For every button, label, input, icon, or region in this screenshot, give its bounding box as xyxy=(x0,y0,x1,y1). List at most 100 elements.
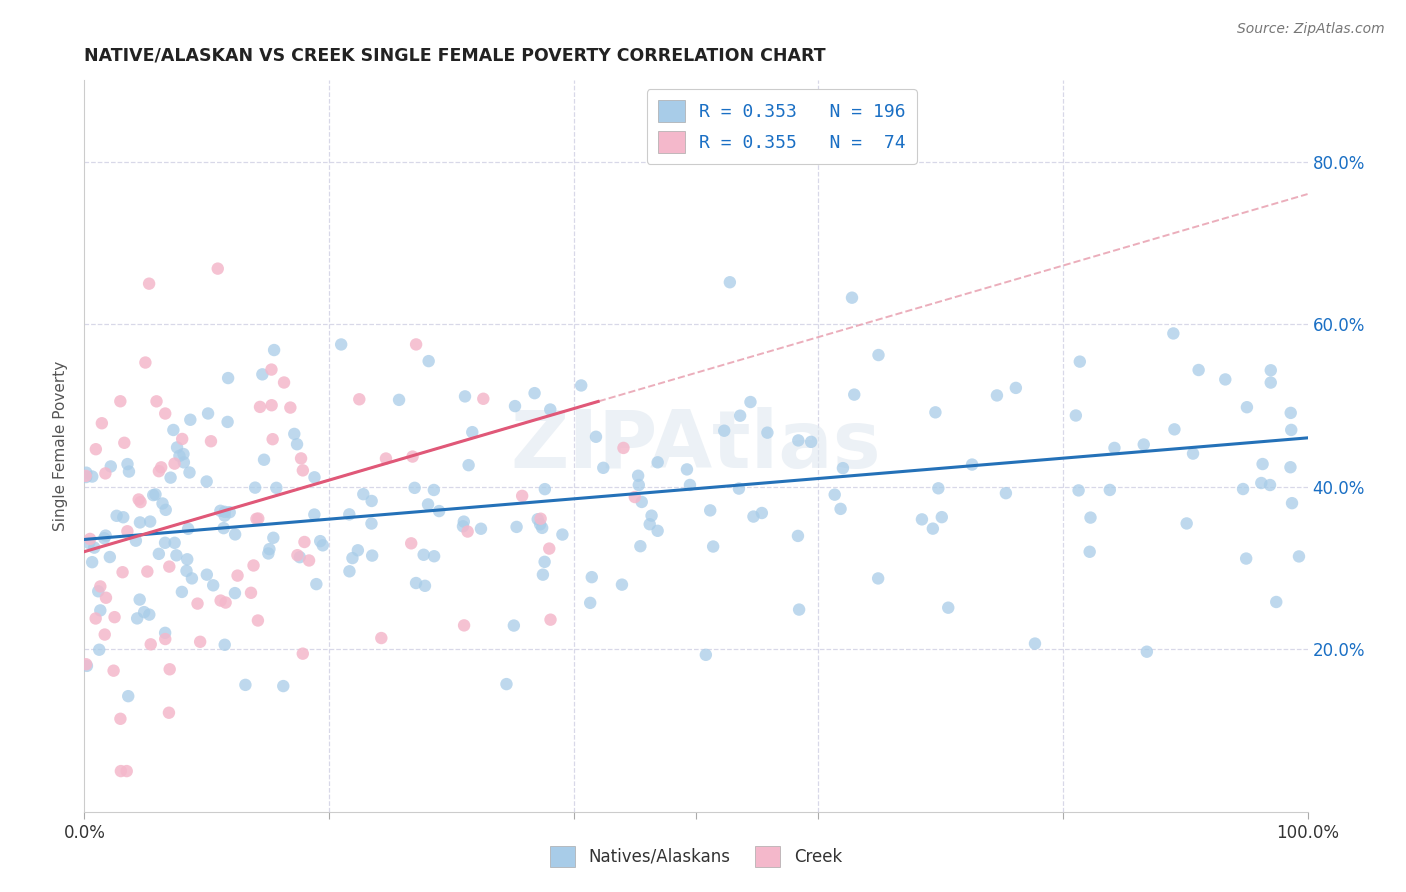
Creek xyxy=(103,664,125,678)
Natives/Alaskans xyxy=(252,368,274,382)
Natives/Alaskans xyxy=(1080,510,1102,524)
Natives/Alaskans xyxy=(569,378,592,392)
Creek xyxy=(249,400,271,414)
Natives/Alaskans xyxy=(1163,422,1185,436)
Natives/Alaskans xyxy=(304,508,326,522)
Natives/Alaskans xyxy=(76,658,98,673)
Natives/Alaskans xyxy=(647,455,669,469)
Creek xyxy=(79,532,101,546)
Creek xyxy=(145,394,167,409)
Natives/Alaskans xyxy=(960,458,983,472)
Natives/Alaskans xyxy=(713,424,735,438)
Natives/Alaskans xyxy=(1250,475,1272,490)
Natives/Alaskans xyxy=(502,618,524,632)
Natives/Alaskans xyxy=(1067,483,1090,498)
Natives/Alaskans xyxy=(214,638,236,652)
Natives/Alaskans xyxy=(503,399,526,413)
Creek xyxy=(472,392,495,406)
Natives/Alaskans xyxy=(212,521,235,535)
Natives/Alaskans xyxy=(1213,372,1236,386)
Natives/Alaskans xyxy=(1234,551,1257,566)
Natives/Alaskans xyxy=(82,555,104,569)
Natives/Alaskans xyxy=(579,596,602,610)
Natives/Alaskans xyxy=(1279,460,1302,475)
Natives/Alaskans xyxy=(638,517,661,532)
Natives/Alaskans xyxy=(117,689,139,703)
Creek xyxy=(242,558,264,573)
Natives/Alaskans xyxy=(342,551,364,566)
Natives/Alaskans xyxy=(337,508,360,522)
Natives/Alaskans xyxy=(162,423,184,437)
Natives/Alaskans xyxy=(100,459,122,474)
Creek xyxy=(90,416,112,430)
Natives/Alaskans xyxy=(352,487,374,501)
Creek xyxy=(139,637,162,651)
Natives/Alaskans xyxy=(405,576,427,591)
Creek xyxy=(612,441,634,455)
Natives/Alaskans xyxy=(868,348,890,362)
Natives/Alaskans xyxy=(718,275,741,289)
Natives/Alaskans xyxy=(285,437,308,451)
Natives/Alaskans xyxy=(263,343,285,357)
Natives/Alaskans xyxy=(129,516,152,530)
Natives/Alaskans xyxy=(832,461,855,475)
Natives/Alaskans xyxy=(454,389,477,403)
Natives/Alaskans xyxy=(1279,406,1302,420)
Natives/Alaskans xyxy=(931,510,953,524)
Natives/Alaskans xyxy=(1104,441,1126,455)
Natives/Alaskans xyxy=(416,497,439,511)
Natives/Alaskans xyxy=(627,468,650,483)
Legend: Natives/Alaskans, Creek: Natives/Alaskans, Creek xyxy=(540,836,852,877)
Natives/Alaskans xyxy=(647,524,669,538)
Natives/Alaskans xyxy=(253,452,276,467)
Creek xyxy=(186,597,208,611)
Natives/Alaskans xyxy=(451,519,474,533)
Natives/Alaskans xyxy=(217,371,239,385)
Creek xyxy=(540,613,562,627)
Natives/Alaskans xyxy=(128,592,150,607)
Natives/Alaskans xyxy=(304,470,326,484)
Creek xyxy=(510,489,533,503)
Creek xyxy=(157,559,180,574)
Natives/Alaskans xyxy=(197,407,219,421)
Natives/Alaskans xyxy=(1069,354,1091,368)
Natives/Alaskans xyxy=(1281,496,1303,510)
Natives/Alaskans xyxy=(1132,437,1154,451)
Natives/Alaskans xyxy=(1258,478,1281,492)
Natives/Alaskans xyxy=(165,549,187,563)
Creek xyxy=(111,565,134,579)
Natives/Alaskans xyxy=(787,434,810,448)
Creek xyxy=(246,614,269,628)
Creek xyxy=(298,553,321,567)
Natives/Alaskans xyxy=(627,478,650,492)
Natives/Alaskans xyxy=(105,508,128,523)
Creek xyxy=(538,541,561,556)
Natives/Alaskans xyxy=(526,512,548,526)
Natives/Alaskans xyxy=(844,387,866,401)
Natives/Alaskans xyxy=(533,555,555,569)
Creek xyxy=(200,434,222,449)
Text: Source: ZipAtlas.com: Source: ZipAtlas.com xyxy=(1237,22,1385,37)
Natives/Alaskans xyxy=(404,481,426,495)
Creek xyxy=(375,451,398,466)
Natives/Alaskans xyxy=(610,577,633,591)
Natives/Alaskans xyxy=(218,505,240,519)
Natives/Alaskans xyxy=(209,504,232,518)
Natives/Alaskans xyxy=(994,486,1017,500)
Natives/Alaskans xyxy=(312,538,335,552)
Natives/Alaskans xyxy=(936,600,959,615)
Natives/Alaskans xyxy=(927,481,949,495)
Natives/Alaskans xyxy=(176,564,198,578)
Natives/Alaskans xyxy=(75,466,97,480)
Creek xyxy=(155,632,177,646)
Creek xyxy=(159,662,181,676)
Natives/Alaskans xyxy=(180,571,202,585)
Natives/Alaskans xyxy=(163,536,186,550)
Natives/Alaskans xyxy=(699,503,721,517)
Natives/Alaskans xyxy=(523,386,546,401)
Creek xyxy=(294,535,316,549)
Creek xyxy=(370,631,392,645)
Natives/Alaskans xyxy=(142,488,165,502)
Creek xyxy=(273,376,295,390)
Natives/Alaskans xyxy=(173,455,195,469)
